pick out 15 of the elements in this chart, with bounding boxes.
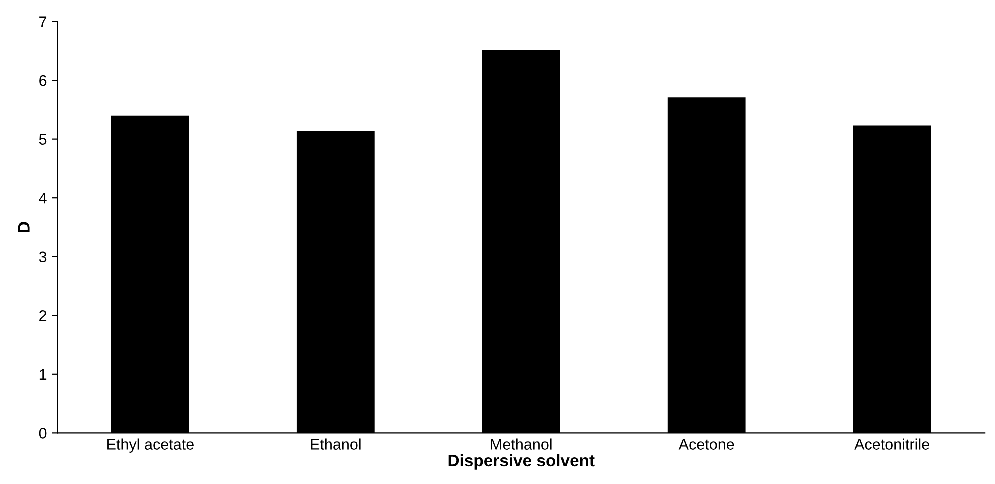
x-tick-label: Acetonitrile [854,438,930,450]
y-tick-label: 4 [39,193,47,204]
y-tick-label: 0 [39,428,47,439]
x-tick-label: Ethyl acetate [108,438,194,453]
y-tick-label: 1 [40,369,47,380]
x-tick-label: Acetone [678,439,734,450]
x-axis-title: Dispersive solvent [448,454,595,470]
y-tick-label: 2 [40,310,47,322]
y-tick-label: 7 [40,16,47,28]
y-tick-label: 5 [39,134,47,146]
x-tick-label: Ethanol [311,438,361,450]
y-tick-label: 6 [40,75,47,86]
y-axis-title: D [18,222,30,232]
y-tick-label: 3 [39,252,47,263]
x-tick-label: Methanol [491,438,552,450]
